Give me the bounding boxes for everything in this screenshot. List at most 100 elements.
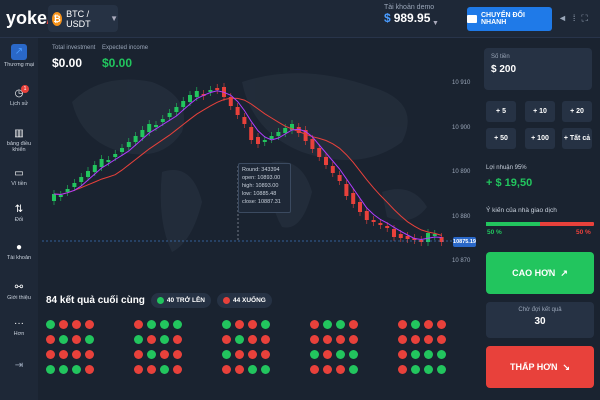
result-dot	[46, 320, 55, 329]
candle	[242, 117, 247, 124]
candle	[235, 107, 240, 115]
result-dot	[85, 335, 94, 344]
candle	[337, 175, 342, 181]
result-dot	[235, 365, 244, 374]
wait-countdown: 30	[534, 316, 546, 327]
tooltip-low: low: 10885.48	[242, 191, 277, 197]
quick-switch-button[interactable]: CHUYỂN ĐỔI NHANH	[467, 7, 552, 31]
sidebar-item-dashboard[interactable]: ▥ bảng điều khiển	[0, 128, 38, 153]
amount-value: $ 200	[491, 64, 517, 75]
account-balance: $989.95	[384, 11, 431, 25]
candle	[52, 194, 56, 201]
result-dot	[398, 365, 407, 374]
up-percent: 50 %	[487, 229, 502, 236]
result-dot	[173, 320, 182, 329]
result-dot	[59, 320, 68, 329]
quick-amount-50[interactable]: + 50	[486, 128, 516, 149]
price-chart[interactable]: Total investment $0.00 Expected income $…	[42, 42, 474, 278]
candle	[392, 229, 396, 237]
lower-button[interactable]: THẤP HƠN ↘	[486, 346, 594, 388]
candle	[106, 160, 111, 162]
candle	[215, 88, 220, 90]
notification-badge: 1	[21, 85, 29, 93]
down-percent: 50 %	[576, 229, 591, 236]
logo[interactable]: yoke	[6, 8, 56, 29]
tooltip-high: high: 10893.00	[242, 183, 279, 189]
candle-tooltip: Round: 343394 open: 10893.00 high: 10893…	[238, 163, 291, 213]
candle	[317, 148, 322, 157]
apps-icon[interactable]: ⁞	[572, 13, 576, 23]
sidebar-item-referral[interactable]: ⚯ Giới thiệu	[0, 282, 38, 301]
sidebar-item-wallet[interactable]: ▭ Ví tiền	[0, 168, 38, 187]
truck-icon	[467, 15, 477, 23]
quick-amount-5[interactable]: + 5	[486, 101, 516, 122]
candle	[79, 177, 84, 182]
result-dot	[85, 365, 94, 374]
candle	[324, 157, 328, 165]
candle	[86, 171, 90, 177]
moving-average-slow	[53, 97, 442, 236]
fullscreen-icon[interactable]: ⛶	[581, 13, 588, 23]
quick-amount-20[interactable]: + 20	[562, 101, 592, 122]
candle	[398, 234, 403, 238]
share-icon: ⚯	[14, 282, 24, 293]
tooltip-round: Round: 343394	[242, 167, 280, 173]
result-dot	[349, 350, 358, 359]
currency-icon: $	[384, 11, 391, 25]
result-dot	[59, 350, 68, 359]
sound-icon[interactable]: ◄	[558, 13, 567, 23]
result-dot	[349, 365, 358, 374]
exchange-icon: ⇅	[14, 204, 24, 215]
result-dot	[46, 365, 55, 374]
expected-income-label: Expected income	[102, 45, 149, 51]
candle	[58, 195, 63, 197]
result-dot	[235, 335, 244, 344]
sidebar-item-history[interactable]: ◷ 1 Lịch sử	[0, 85, 38, 107]
sidebar-item-exchange[interactable]: ⇅ Đối	[0, 204, 38, 223]
result-dot	[134, 335, 143, 344]
top-bar: yoke ₿ BTC / USDT ▼ Tài khoản demo $989.…	[0, 0, 600, 38]
result-dot	[59, 365, 68, 374]
sidebar-item-trade[interactable]: ↗ Thương mại	[3, 44, 35, 68]
candle	[249, 127, 254, 140]
result-dot	[248, 365, 257, 374]
candle	[358, 202, 362, 212]
result-dot	[147, 350, 156, 359]
result-dot	[336, 350, 345, 359]
moving-average-fast	[53, 90, 442, 241]
higher-button[interactable]: CAO HƠN ↗	[486, 252, 594, 294]
lower-button-label: THẤP HƠN	[509, 362, 558, 372]
tooltip-close: close: 10887.31	[242, 199, 281, 205]
candle	[426, 233, 430, 242]
quick-amount-all[interactable]: + Tất cả	[562, 128, 592, 149]
result-dot	[134, 365, 143, 374]
candle	[296, 127, 301, 133]
sidebar-item-logout[interactable]: ⇥	[0, 360, 38, 371]
candle	[330, 166, 335, 173]
candle	[276, 132, 281, 136]
quick-amount-100[interactable]: + 100	[525, 128, 555, 149]
candle	[283, 128, 288, 133]
down-count-badge: 44 XUỐNG	[216, 293, 272, 308]
asset-pair-selector[interactable]: ₿ BTC / USDT ▼	[48, 5, 118, 32]
result-dot	[173, 335, 182, 344]
candle	[364, 211, 369, 220]
total-investment-value: $0.00	[52, 56, 83, 70]
result-dot	[222, 320, 231, 329]
amount-input[interactable]: Số tiền $ 200	[484, 48, 592, 90]
result-dot	[336, 365, 345, 374]
account-selector[interactable]: Tài khoản demo $989.95 ▼	[384, 4, 464, 27]
candle	[419, 240, 424, 242]
result-dot	[160, 365, 169, 374]
user-icon: ●	[15, 242, 23, 253]
result-dot	[160, 350, 169, 359]
candle	[269, 136, 274, 139]
arrow-up-right-icon: ↗	[560, 267, 568, 278]
candle	[92, 165, 97, 172]
candle	[160, 119, 165, 122]
sidebar-item-account[interactable]: ● Tài khoản	[0, 242, 38, 261]
result-dot	[349, 320, 358, 329]
result-dot	[248, 335, 257, 344]
quick-amount-10[interactable]: + 10	[525, 101, 555, 122]
sidebar-item-more[interactable]: ··· Hơn	[0, 318, 38, 337]
